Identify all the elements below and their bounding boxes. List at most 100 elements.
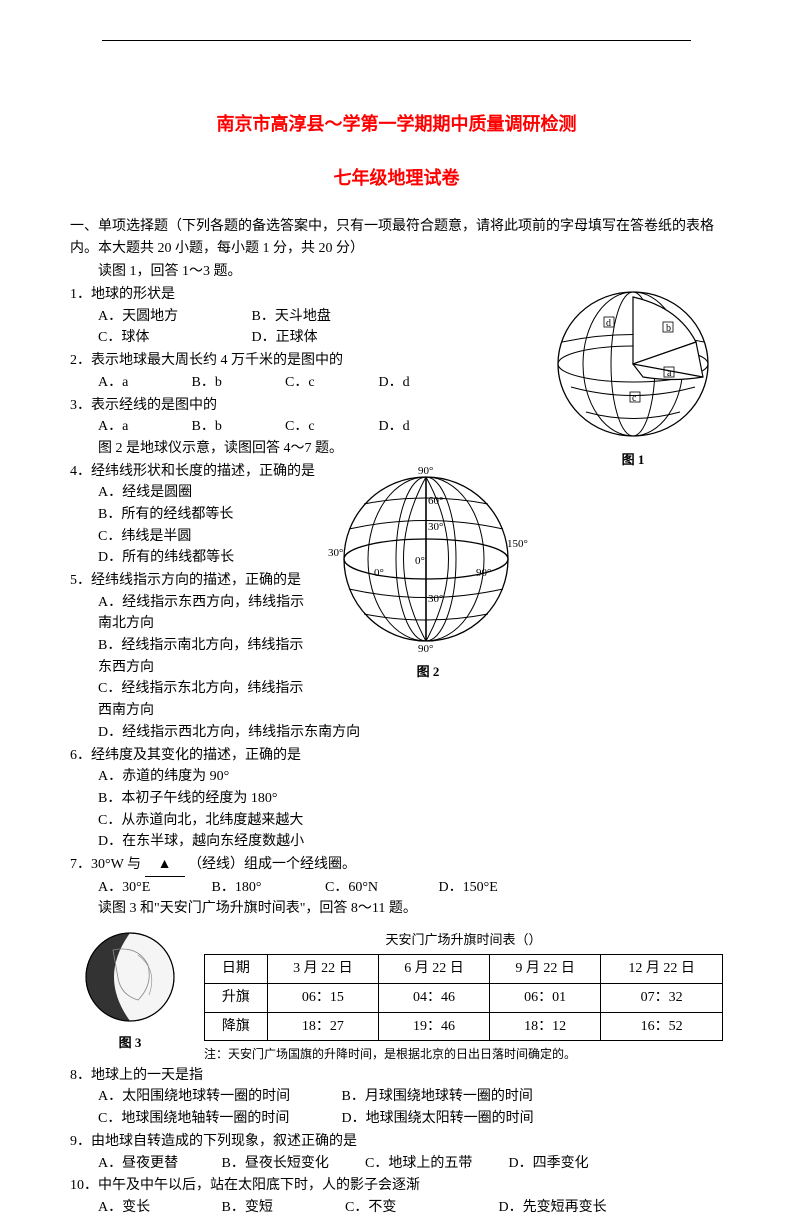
doc-title-2: 七年级地理试卷 — [70, 164, 723, 190]
table-header-row: 日期 3 月 22 日 6 月 22 日 9 月 22 日 12 月 22 日 — [205, 955, 723, 984]
q8-stem: 8．地球上的一天是指 — [70, 1065, 723, 1087]
fig1-label-b: b — [666, 323, 671, 334]
fig2-n30: 30° — [428, 521, 443, 533]
table-row: 降旗 18：27 19：46 18：12 16：52 — [205, 1012, 723, 1041]
fig2-caption: 图 2 — [323, 662, 533, 682]
q6-opts: A．赤道的纬度为 90° B．本初子午线的经度为 180° C．从赤道向北，北纬… — [70, 766, 723, 853]
q7-blank: ▲ — [145, 854, 185, 877]
read-fig3: 读图 3 和"天安门广场升旗时间表"，回答 8～11 题。 — [70, 898, 723, 920]
cell: 06：15 — [267, 983, 378, 1012]
table-row: 升旗 06：15 04：46 06：01 07：32 — [205, 983, 723, 1012]
q8-opts: A．太阳围绕地球转一圈的时间 B．月球围绕地球转一圈的时间 C．地球围绕地轴转一… — [70, 1086, 723, 1129]
fig1-caption: 图 1 — [543, 450, 723, 470]
q8-a: A．太阳围绕地球转一圈的时间 — [98, 1086, 338, 1108]
q7-post: （经线）组成一个经线圈。 — [188, 857, 356, 872]
q9-a: A．昼夜更替 — [98, 1153, 218, 1175]
q3-d: D．d — [379, 416, 469, 438]
flag-time-table: 日期 3 月 22 日 6 月 22 日 9 月 22 日 12 月 22 日 … — [204, 954, 723, 1041]
fig2-n90: 90° — [418, 465, 433, 477]
q10-d: D．先变短再变长 — [499, 1197, 607, 1219]
q9-opts: A．昼夜更替 B．昼夜长短变化 C．地球上的五带 D．四季变化 — [70, 1153, 723, 1175]
th-1: 3 月 22 日 — [267, 955, 378, 984]
q4-c: C．纬线是半圆 — [98, 526, 248, 548]
globe-cutaway-icon: b a c d — [548, 287, 718, 442]
cell: 降旗 — [205, 1012, 268, 1041]
figure-1: b a c d 图 1 — [543, 287, 723, 470]
figure-2: 90° 90° 60° 30° 0° 30° 30° 0° 90° 150° 图… — [323, 464, 533, 682]
header-rule — [102, 40, 691, 41]
q2-b: B．b — [192, 372, 282, 394]
q9-c: C．地球上的五带 — [365, 1153, 505, 1175]
q10-c: C．不变 — [345, 1197, 495, 1219]
q6-stem: 6．经纬度及其变化的描述，正确的是 — [70, 745, 723, 767]
fig1-label-a: a — [667, 368, 672, 379]
q3-a: A．a — [98, 416, 188, 438]
q10-stem: 10．中午及中午以后，站在太阳底下时，人的影子会逐渐 — [70, 1175, 723, 1197]
q9-d: D．四季变化 — [509, 1153, 589, 1175]
day-night-globe-icon — [83, 930, 178, 1025]
th-4: 12 月 22 日 — [601, 955, 723, 984]
q2-d: D．d — [379, 372, 469, 394]
fig2-e90: 90° — [476, 567, 491, 579]
q7-d: D．150°E — [439, 877, 549, 899]
fig1-label-d: d — [606, 318, 611, 329]
q1-c: C．球体 — [98, 327, 248, 349]
q7-b: B．180° — [212, 877, 322, 899]
globe-grid-icon: 90° 90° 60° 30° 0° 30° 30° 0° 90° 150° — [326, 464, 531, 654]
fig1-label-c: c — [632, 393, 637, 404]
q8-d: D．地球围绕太阳转一圈的时间 — [342, 1108, 582, 1130]
q3-c: C．c — [285, 416, 375, 438]
cell: 06：01 — [490, 983, 601, 1012]
q4-b: B．所有的经线都等长 — [98, 504, 233, 526]
table-note: 注：天安门广场国旗的升降时间，是根据北京的日出日落时间确定的。 — [204, 1045, 723, 1064]
q5-d: D．经线指示西北方向，纬线指示东南方向 — [98, 722, 723, 744]
th-2: 6 月 22 日 — [378, 955, 489, 984]
fig3-caption: 图 3 — [70, 1033, 190, 1053]
q6-d: D．在东半球，越向东经度数越小 — [98, 831, 723, 853]
section-intro: 一、单项选择题（下列各题的备选答案中，只有一项最符合题意，请将此项前的字母填写在… — [70, 216, 723, 259]
q6-c: C．从赤道向北，北纬度越来越大 — [98, 810, 723, 832]
fig2-n60: 60° — [428, 495, 443, 507]
fig2-w30: 30° — [328, 547, 343, 559]
cell: 04：46 — [378, 983, 489, 1012]
fig2-s30: 30° — [428, 593, 443, 605]
q10-a: A．变长 — [98, 1197, 218, 1219]
q1-d: D．正球体 — [252, 327, 402, 349]
q1-a: A．天圆地方 — [98, 306, 248, 328]
q7-stem: 7．30°W 与 ▲ （经线）组成一个经线圈。 — [70, 854, 723, 877]
cell: 16：52 — [601, 1012, 723, 1041]
q7-c: C．60°N — [325, 877, 435, 899]
q6-b: B．本初子午线的经度为 180° — [98, 788, 723, 810]
q7-pre: 7．30°W 与 — [70, 857, 141, 872]
q7-a: A．30°E — [98, 877, 208, 899]
q10-opts: A．变长 B．变短 C．不变 D．先变短再变长 — [70, 1197, 723, 1219]
table-caption: 天安门广场升旗时间表（） — [204, 930, 723, 950]
q8-c: C．地球围绕地轴转一圈的时间 — [98, 1108, 338, 1130]
fig2-eq0: 0° — [415, 555, 425, 567]
q4-a: A．经线是圆圈 — [98, 482, 248, 504]
fig2-e150: 150° — [507, 538, 528, 550]
cell: 19：46 — [378, 1012, 489, 1041]
q6-a: A．赤道的纬度为 90° — [98, 766, 723, 788]
cell: 18：27 — [267, 1012, 378, 1041]
fig2-w0: 0° — [374, 567, 384, 579]
q1-b: B．天斗地盘 — [252, 306, 402, 328]
fig2-s90: 90° — [418, 643, 433, 654]
q2-c: C．c — [285, 372, 375, 394]
doc-title-1: 南京市高淳县～学第一学期期中质量调研检测 — [70, 110, 723, 136]
q2-a: A．a — [98, 372, 188, 394]
cell: 18：12 — [490, 1012, 601, 1041]
q3-b: B．b — [192, 416, 282, 438]
q7-opts: A．30°E B．180° C．60°N D．150°E — [70, 877, 723, 899]
th-0: 日期 — [205, 955, 268, 984]
q4-d: D．所有的纬线都等长 — [98, 547, 234, 569]
q9-stem: 9．由地球自转造成的下列现象，叙述正确的是 — [70, 1131, 723, 1153]
q9-b: B．昼夜长短变化 — [222, 1153, 362, 1175]
cell: 升旗 — [205, 983, 268, 1012]
cell: 07：32 — [601, 983, 723, 1012]
read-fig1: 读图 1，回答 1～3 题。 — [70, 261, 723, 283]
th-3: 9 月 22 日 — [490, 955, 601, 984]
figure-3: 图 3 — [70, 930, 190, 1053]
q10-b: B．变短 — [222, 1197, 342, 1219]
q8-b: B．月球围绕地球转一圈的时间 — [342, 1086, 582, 1108]
